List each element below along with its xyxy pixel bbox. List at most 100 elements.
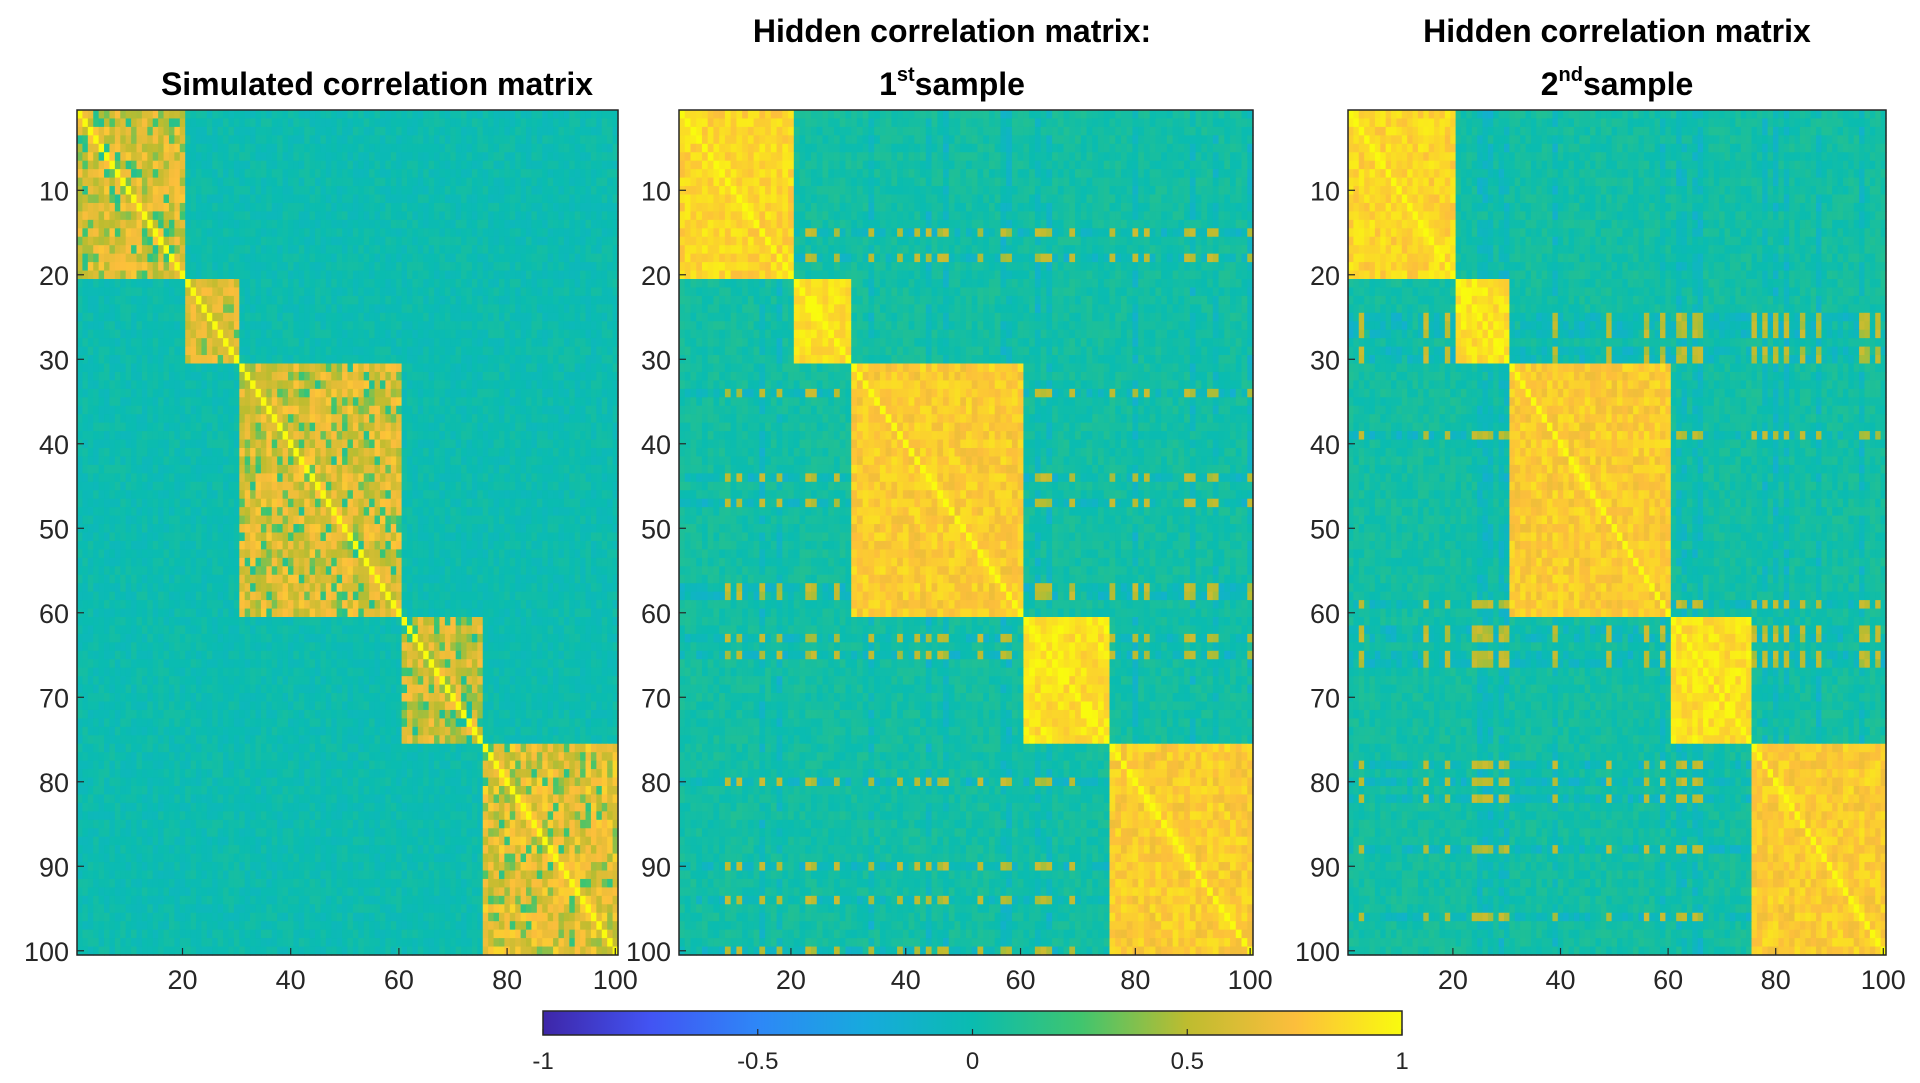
heatmap-cell [396,338,403,348]
heatmap-cell [266,355,273,365]
heatmap-cell [526,245,533,255]
heatmap-cell [428,329,435,339]
heatmap-cell [336,118,343,128]
heatmap-cell [590,295,597,305]
heatmap-cell [531,473,538,483]
heatmap-cell [298,380,305,390]
heatmap-cell [347,414,354,424]
heatmap-cell [379,177,386,187]
heatmap-cell [325,211,332,221]
heatmap-cell [574,262,581,272]
heatmap-cell [109,245,116,255]
heatmap-cell [439,329,446,339]
heatmap-cell [612,464,619,474]
heatmap-cell [315,363,322,373]
heatmap-cell [255,236,262,246]
heatmap-cell [277,211,284,221]
heatmap-cell [569,126,576,136]
heatmap-cell [98,422,105,432]
heatmap-cell [87,532,94,542]
heatmap-cell [379,135,386,145]
heatmap-cell [504,312,511,322]
heatmap-cell [93,338,100,348]
heatmap-cell [596,414,603,424]
heatmap-cell [255,321,262,331]
heatmap-cell [450,236,457,246]
heatmap-cell [196,186,203,196]
heatmap-cell [277,422,284,432]
heatmap-cell [601,481,614,491]
heatmap-cell [93,329,100,339]
heatmap-cell [185,110,192,120]
heatmap-cell [147,135,154,145]
heatmap-cell [277,270,284,280]
heatmap-cell [553,507,560,517]
heatmap-cell [385,110,392,120]
heatmap-cell [558,456,565,466]
heatmap-cell [515,490,522,500]
heatmap-cell [266,388,273,398]
heatmap-cell [547,126,554,136]
heatmap-cell [569,405,576,415]
heatmap-cell [374,312,381,322]
heatmap-cell [504,498,511,508]
heatmap-cell [401,329,408,339]
heatmap-cell [531,507,538,517]
heatmap-cell [271,287,284,297]
heatmap-cell [212,118,219,128]
heatmap-cell [515,135,522,145]
heatmap-cell [260,253,267,263]
heatmap-cell [82,236,89,246]
heatmap-cell [315,405,322,415]
heatmap-cell [325,498,332,508]
heatmap-cell [179,194,186,204]
heatmap-cell [504,143,511,153]
heatmap-cell [315,329,322,339]
heatmap-cell [574,312,581,322]
heatmap-cell [98,346,105,356]
heatmap-cell [542,143,554,153]
heatmap-cell [282,414,289,424]
heatmap-cell [385,414,392,424]
heatmap-cell [477,304,484,314]
heatmap-cell [612,253,619,263]
heatmap-cell [266,532,273,542]
heatmap-cell [98,211,105,221]
heatmap-cell [390,245,397,255]
heatmap-cell [147,245,154,255]
heatmap-cell [212,295,219,305]
heatmap-cell [255,279,262,289]
heatmap-cell [309,279,316,289]
heatmap-cell [363,338,370,348]
heatmap-cell [120,152,127,162]
heatmap-cell [450,371,457,381]
heatmap-cell [233,279,240,289]
heatmap-cell [379,524,386,534]
heatmap-cell [607,464,614,474]
heatmap-cell [190,524,197,534]
heatmap-cell [412,110,419,120]
heatmap-cell [417,481,424,491]
heatmap-cell [390,380,397,390]
heatmap-cell [87,448,94,458]
heatmap-cell [331,380,338,390]
heatmap-cell [358,464,365,474]
heatmap-cell [98,355,105,365]
heatmap-cell [531,287,538,297]
heatmap-cell [488,135,495,145]
heatmap-cell [342,321,349,331]
heatmap-cell [369,481,376,491]
heatmap-cell [526,515,533,525]
heatmap-cell [98,329,105,339]
heatmap-cell [309,448,316,458]
heatmap-cell [163,194,170,204]
heatmap-cell [553,177,560,187]
heatmap-cell [152,338,159,348]
heatmap-cell [504,515,511,525]
heatmap-cell [471,355,478,365]
heatmap-cell [531,422,538,432]
heatmap-cell [190,388,197,398]
heatmap-cell [250,355,257,365]
heatmap-cell [304,245,311,255]
heatmap-cell [607,380,614,390]
